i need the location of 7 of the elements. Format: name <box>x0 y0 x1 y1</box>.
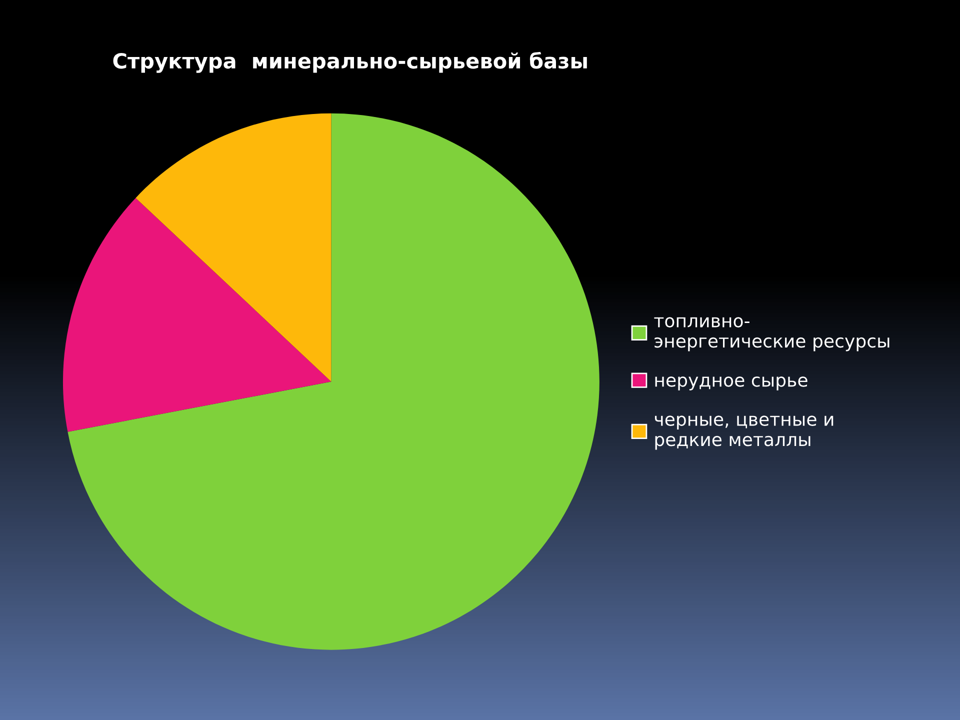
legend-label: топливно- энергетические ресурсы <box>654 317 890 352</box>
legend-label: черные, цветные и редкие металлы <box>654 416 834 450</box>
pie-slice <box>68 113 600 650</box>
pie-slice <box>136 113 332 382</box>
legend-label: нерудное сырье <box>655 376 808 390</box>
chart-title: Структура минерально-сырьевой базы <box>113 52 587 73</box>
pie-slice <box>62 198 332 432</box>
